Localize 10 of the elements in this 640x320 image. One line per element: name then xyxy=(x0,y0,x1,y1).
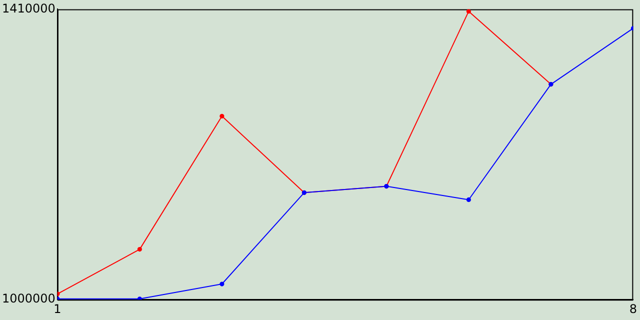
y-tick-label: 1410000 xyxy=(2,1,56,16)
point xyxy=(466,9,471,14)
x-tick-label: 8 xyxy=(629,302,638,316)
y-tick-label: 1000000 xyxy=(2,292,56,306)
point xyxy=(137,247,142,252)
x-tick-label: 1 xyxy=(54,302,62,316)
point xyxy=(466,197,471,202)
point xyxy=(137,296,142,300)
point xyxy=(220,282,224,286)
point xyxy=(220,114,224,118)
